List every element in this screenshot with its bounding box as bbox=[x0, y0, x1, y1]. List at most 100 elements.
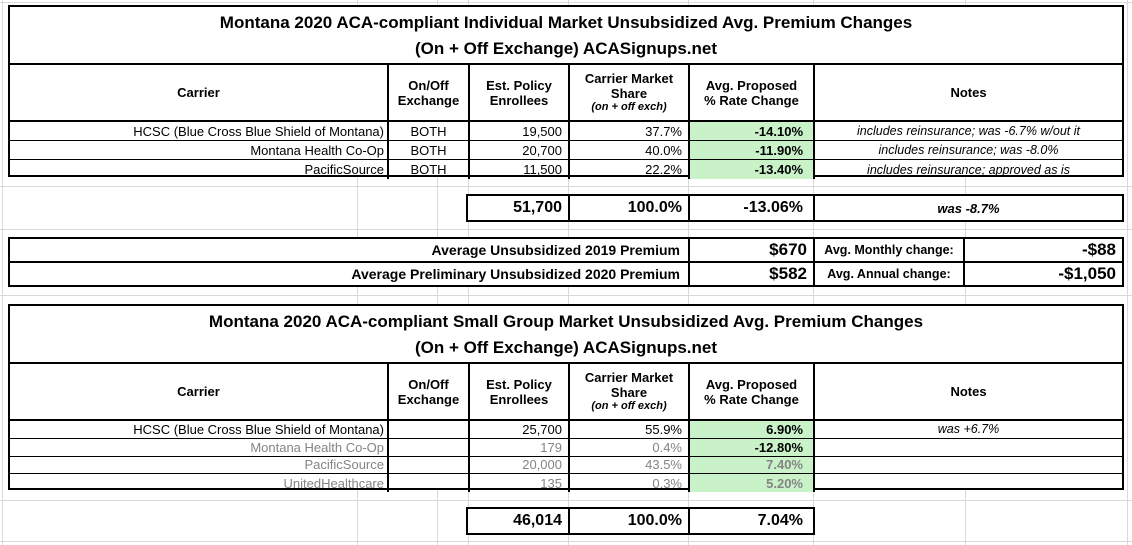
individual-market-rows: HCSC (Blue Cross Blue Shield of Montana)… bbox=[10, 122, 1122, 179]
individual-market-header-row: Carrier On/Off Exchange Est. Policy Enroll… bbox=[10, 65, 1122, 122]
share-cell[interactable]: 0.4% bbox=[570, 438, 690, 456]
change-label-cell[interactable]: Avg. Annual change: bbox=[813, 261, 965, 287]
rate-cell[interactable]: -13.40% bbox=[690, 160, 815, 179]
notes-cell[interactable] bbox=[815, 457, 1122, 474]
gridline bbox=[0, 229, 1132, 230]
carrier-cell[interactable]: PacificSource bbox=[10, 456, 389, 474]
notes-cell[interactable]: includes reinsurance; was -8.0% bbox=[878, 143, 1059, 157]
total-note-cell[interactable]: was -8.7% bbox=[813, 194, 1124, 222]
enrollees-cell[interactable]: 135 bbox=[470, 474, 570, 492]
enrollees-cell[interactable]: 19,500 bbox=[470, 122, 570, 140]
premium-label-cell[interactable]: Average Unsubsidized 2019 Premium bbox=[8, 237, 690, 263]
total-share-cell[interactable]: 100.0% bbox=[568, 507, 690, 535]
table-row: PacificSource BOTH 11,500 22.2% -13.40% … bbox=[10, 160, 1122, 179]
header-carrier[interactable]: Carrier bbox=[10, 364, 389, 419]
rate-cell[interactable]: 5.20% bbox=[690, 474, 815, 492]
small-group-market-table: Montana 2020 ACA-compliant Small Group M… bbox=[8, 304, 1124, 492]
small-group-header-row: Carrier On/Off Exchange Est. Policy Enroll… bbox=[10, 364, 1122, 421]
table-row: Montana Health Co-Op 179 0.4% -12.80% bbox=[10, 438, 1122, 457]
premium-label-cell[interactable]: Average Preliminary Unsubsidized 2020 Pr… bbox=[8, 261, 690, 287]
change-value-cell[interactable]: -$1,050 bbox=[963, 261, 1124, 287]
rate-cell[interactable]: -12.80% bbox=[690, 438, 815, 456]
total-enrollees-cell[interactable]: 46,014 bbox=[466, 507, 570, 535]
change-label-cell[interactable]: Avg. Monthly change: bbox=[813, 237, 965, 263]
notes-cell[interactable]: includes reinsurance; approved as is bbox=[867, 162, 1070, 177]
exchange-cell[interactable] bbox=[389, 421, 470, 438]
small-group-title-cell[interactable]: Montana 2020 ACA-compliant Small Group M… bbox=[10, 306, 1122, 364]
header-enrollees[interactable]: Est. Policy Enrollees bbox=[470, 65, 570, 120]
notes-cell[interactable]: includes reinsurance; was -6.7% w/out it bbox=[856, 124, 1081, 138]
rate-cell[interactable]: 6.90% bbox=[690, 421, 815, 438]
gridline bbox=[0, 2, 1132, 3]
enrollees-cell[interactable]: 20,000 bbox=[470, 456, 570, 474]
premium-value-cell[interactable]: $670 bbox=[688, 237, 815, 263]
exchange-cell[interactable] bbox=[389, 456, 470, 474]
rate-cell[interactable]: -14.10% bbox=[690, 122, 815, 140]
table-title-line2: (On + Off Exchange) ACASignups.net bbox=[414, 338, 718, 357]
carrier-cell[interactable]: Montana Health Co-Op bbox=[10, 141, 389, 159]
exchange-cell[interactable]: BOTH bbox=[389, 141, 470, 159]
premium-summary-row-2020: Average Preliminary Unsubsidized 2020 Pr… bbox=[8, 261, 1124, 287]
change-value-cell[interactable]: -$88 bbox=[963, 237, 1124, 263]
share-cell[interactable]: 43.5% bbox=[570, 456, 690, 474]
enrollees-cell[interactable]: 11,500 bbox=[470, 160, 570, 179]
carrier-cell[interactable]: UnitedHealthcare bbox=[10, 474, 389, 492]
share-cell[interactable]: 22.2% bbox=[570, 160, 690, 179]
table-row: UnitedHealthcare 135 0.3% 5.20% bbox=[10, 474, 1122, 492]
notes-cell[interactable]: was +6.7% bbox=[937, 422, 1000, 437]
premium-value-cell[interactable]: $582 bbox=[688, 261, 815, 287]
carrier-cell[interactable]: HCSC (Blue Cross Blue Shield of Montana) bbox=[10, 122, 389, 140]
gridline bbox=[0, 295, 1132, 296]
header-market-share[interactable]: Carrier Market Share (on + off exch) bbox=[570, 364, 690, 419]
header-rate-change[interactable]: Avg. Proposed% Rate Change bbox=[690, 65, 815, 120]
enrollees-cell[interactable]: 20,700 bbox=[470, 141, 570, 159]
header-exchange[interactable]: On/Off Exchange bbox=[389, 364, 470, 419]
exchange-cell[interactable] bbox=[389, 438, 470, 456]
rate-cell[interactable]: -11.90% bbox=[690, 141, 815, 159]
header-rate-change[interactable]: Avg. Proposed% Rate Change bbox=[690, 364, 815, 419]
small-group-rows: HCSC (Blue Cross Blue Shield of Montana)… bbox=[10, 421, 1122, 492]
gridline bbox=[0, 186, 1132, 187]
table-title-line1: Montana 2020 ACA-compliant Individual Ma… bbox=[219, 13, 913, 32]
header-market-share[interactable]: Carrier Market Share (on + off exch) bbox=[570, 65, 690, 120]
total-share-cell[interactable]: 100.0% bbox=[568, 194, 690, 222]
table-row: Montana Health Co-Op BOTH 20,700 40.0% -… bbox=[10, 141, 1122, 160]
individual-market-table: Montana 2020 ACA-compliant Individual Ma… bbox=[8, 5, 1124, 179]
carrier-cell[interactable]: PacificSource bbox=[10, 160, 389, 179]
table-title-line2: (On + Off Exchange) ACASignups.net bbox=[414, 39, 718, 58]
enrollees-cell[interactable]: 179 bbox=[470, 438, 570, 456]
gridline bbox=[0, 541, 1132, 542]
share-cell[interactable]: 0.3% bbox=[570, 474, 690, 492]
header-enrollees[interactable]: Est. Policy Enrollees bbox=[470, 364, 570, 419]
table-title-line1: Montana 2020 ACA-compliant Small Group M… bbox=[208, 312, 924, 331]
header-exchange[interactable]: On/Off Exchange bbox=[389, 65, 470, 120]
rate-cell[interactable]: 7.40% bbox=[690, 456, 815, 474]
exchange-cell[interactable]: BOTH bbox=[389, 122, 470, 140]
share-cell[interactable]: 55.9% bbox=[570, 421, 690, 438]
notes-cell[interactable] bbox=[815, 474, 1122, 492]
carrier-cell[interactable]: HCSC (Blue Cross Blue Shield of Montana) bbox=[10, 421, 389, 438]
individual-market-title-cell[interactable]: Montana 2020 ACA-compliant Individual Ma… bbox=[10, 7, 1122, 65]
table-row: HCSC (Blue Cross Blue Shield of Montana)… bbox=[10, 421, 1122, 439]
exchange-cell[interactable] bbox=[389, 474, 470, 492]
share-cell[interactable]: 40.0% bbox=[570, 141, 690, 159]
total-rate-cell[interactable]: -13.06% bbox=[688, 194, 815, 222]
exchange-cell[interactable]: BOTH bbox=[389, 160, 470, 179]
share-cell[interactable]: 37.7% bbox=[570, 122, 690, 140]
gridline bbox=[0, 500, 1132, 501]
header-carrier[interactable]: Carrier bbox=[10, 65, 389, 120]
carrier-cell[interactable]: Montana Health Co-Op bbox=[10, 438, 389, 456]
gridline bbox=[1127, 0, 1128, 545]
notes-cell[interactable] bbox=[815, 439, 1122, 456]
individual-market-totals-row: 51,700 100.0% -13.06% was -8.7% bbox=[466, 194, 1124, 222]
table-row: HCSC (Blue Cross Blue Shield of Montana)… bbox=[10, 122, 1122, 141]
header-notes[interactable]: Notes bbox=[950, 85, 987, 100]
total-rate-cell[interactable]: 7.04% bbox=[688, 507, 815, 535]
gridline bbox=[2, 0, 3, 545]
enrollees-cell[interactable]: 25,700 bbox=[470, 421, 570, 438]
total-enrollees-cell[interactable]: 51,700 bbox=[466, 194, 570, 222]
premium-summary-row-2019: Average Unsubsidized 2019 Premium $670 A… bbox=[8, 237, 1124, 263]
table-row: PacificSource 20,000 43.5% 7.40% bbox=[10, 456, 1122, 475]
header-notes[interactable]: Notes bbox=[950, 384, 987, 399]
